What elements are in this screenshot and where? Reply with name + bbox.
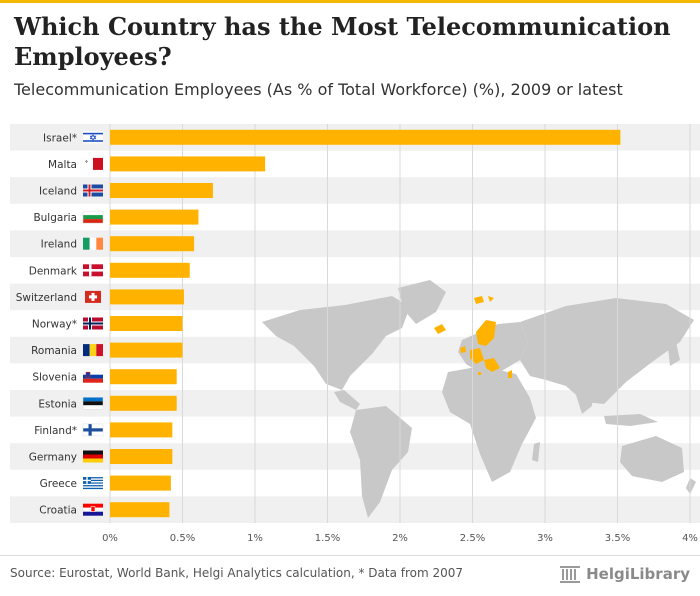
israel-flag: [83, 131, 103, 144]
map-north-america: [262, 296, 410, 390]
category-labels: Israel* Malta Iceland Bulgaria Ireland Denmar…: [16, 132, 78, 516]
x-tick-label: 2.5%: [460, 533, 485, 544]
chart-area: Israel* Malta Iceland Bulgaria Ireland Denmar…: [0, 110, 700, 555]
finland-flag: [82, 423, 104, 437]
bars: [110, 129, 621, 518]
map-south-america: [350, 406, 412, 518]
category-label: Denmark: [29, 265, 78, 277]
x-tick-label: 0.5%: [170, 533, 195, 544]
library-columns-icon: [560, 566, 581, 583]
chart-subtitle: Telecommunication Employees (As % of Tot…: [14, 80, 623, 99]
category-label: Estonia: [38, 398, 77, 410]
top-accent-stripe: [0, 0, 700, 3]
bar[interactable]: [110, 449, 173, 464]
footer-divider: [0, 555, 700, 556]
bar[interactable]: [110, 342, 183, 358]
category-label: Germany: [29, 452, 77, 464]
map-ireland-highlight: [460, 346, 466, 353]
malta-flag: [83, 157, 103, 170]
map-australia: [620, 436, 684, 482]
estonia-flag: [82, 397, 104, 410]
map-scandinavia-highlight: [476, 320, 496, 346]
x-tick-label: 3%: [537, 533, 553, 544]
category-label: Norway*: [32, 319, 77, 331]
germany-flag: [83, 450, 103, 463]
category-label: Romania: [31, 345, 77, 357]
map-israel-highlight: [508, 370, 512, 378]
x-tick-label: 0%: [102, 533, 118, 544]
x-tick-label: 4%: [682, 533, 698, 544]
country-flags: [82, 131, 104, 516]
bar[interactable]: [110, 422, 173, 438]
source-note: Source: Eurostat, World Bank, Helgi Anal…: [10, 566, 464, 580]
category-label: Croatia: [39, 505, 77, 517]
x-tick-label: 1%: [247, 533, 263, 544]
greece-flag: [83, 477, 103, 490]
map-asia: [520, 298, 694, 404]
logo-text: HelgiLibrary: [586, 565, 690, 583]
category-label: Ireland: [41, 239, 77, 251]
slovenia-flag: [83, 370, 103, 383]
category-label: Slovenia: [32, 372, 77, 384]
bar[interactable]: [110, 369, 177, 385]
map-malta-highlight: [478, 372, 481, 375]
map-africa: [442, 366, 536, 482]
bar[interactable]: [110, 209, 199, 225]
map-greenland: [398, 280, 446, 324]
x-tick-label: 3.5%: [605, 533, 630, 544]
bar[interactable]: [110, 502, 170, 518]
map-balkans-highlight: [484, 358, 500, 372]
bar[interactable]: [110, 236, 195, 252]
map-iceland-highlight: [434, 324, 446, 334]
bar[interactable]: [110, 316, 183, 331]
switzerland-flag: [85, 290, 101, 303]
helgi-library-logo[interactable]: HelgiLibrary: [559, 563, 690, 585]
map-central-america: [334, 390, 360, 410]
category-label: Bulgaria: [33, 212, 77, 224]
map-svalbard-highlight: [474, 296, 494, 304]
map-madagascar: [532, 442, 540, 462]
map-japan: [668, 342, 680, 366]
iceland-flag: [83, 184, 103, 197]
romania-flag: [83, 344, 103, 357]
bar[interactable]: [110, 183, 213, 198]
category-label: Iceland: [39, 186, 77, 198]
bar[interactable]: [110, 475, 171, 491]
chart-title: Which Country has the Most Telecommunica…: [14, 12, 671, 71]
norway-flag: [83, 317, 103, 330]
x-tick-label: 1.5%: [315, 533, 340, 544]
croatia-flag: [83, 503, 103, 516]
category-label: Finland*: [34, 425, 77, 437]
bar[interactable]: [110, 262, 190, 278]
category-label: Malta: [48, 159, 77, 171]
bar[interactable]: [110, 156, 266, 172]
bar[interactable]: [110, 289, 184, 305]
ireland-flag: [83, 237, 103, 250]
category-label: Switzerland: [16, 292, 77, 304]
x-tick-labels: 0% 0.5% 1% 1.5% 2% 2.5% 3% 3.5% 4%: [102, 533, 698, 544]
bulgaria-flag: [82, 210, 104, 224]
category-label: Greece: [40, 478, 77, 490]
map-india: [572, 380, 594, 414]
category-label: Israel*: [43, 132, 77, 144]
bar-chart: Israel* Malta Iceland Bulgaria Ireland Denmar…: [10, 124, 700, 544]
bar[interactable]: [110, 395, 177, 411]
map-central-europe-highlight: [470, 348, 484, 364]
map-new-zealand: [686, 478, 696, 494]
x-tick-label: 2%: [392, 533, 408, 544]
world-map-background: [262, 280, 696, 518]
bar[interactable]: [110, 129, 621, 145]
denmark-flag: [83, 264, 103, 277]
